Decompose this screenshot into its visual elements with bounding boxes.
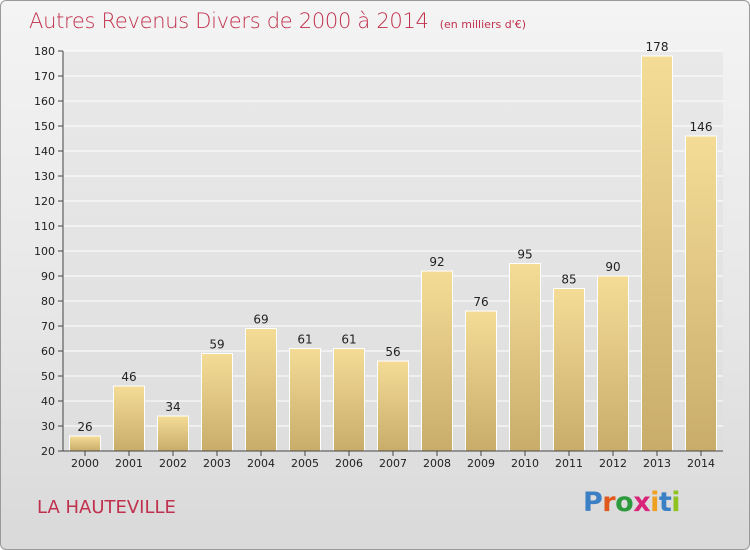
data-label-2007: 56 [385, 345, 400, 359]
bar-2001 [113, 385, 145, 452]
data-label-2003: 59 [209, 338, 224, 352]
x-tick-label-2010: 2010 [511, 457, 539, 470]
chart-title: Autres Revenus Divers de 2000 à 2014 [29, 9, 429, 33]
x-tick-label-2013: 2013 [643, 457, 671, 470]
y-tick-label: 140 [34, 145, 55, 158]
bar-2012 [597, 275, 629, 452]
y-tick-label: 80 [41, 295, 55, 308]
bar-2011 [553, 288, 585, 452]
x-tick-label-2005: 2005 [291, 457, 319, 470]
bar-2010 [509, 263, 541, 452]
logo-letter: P [583, 487, 603, 518]
bar-2014 [685, 135, 717, 452]
proxiti-logo[interactable]: Proxiti [583, 487, 681, 518]
data-label-2004: 69 [253, 313, 268, 327]
x-tick-label-2007: 2007 [379, 457, 407, 470]
x-tick-label-2002: 2002 [159, 457, 187, 470]
logo-letter: t [658, 487, 672, 518]
logo-letter: r [602, 487, 616, 518]
data-label-2001: 46 [121, 370, 136, 384]
y-tick-label: 160 [34, 95, 55, 108]
x-tick-label-2001: 2001 [115, 457, 143, 470]
x-tick-label-2000: 2000 [71, 457, 99, 470]
y-tick-label: 70 [41, 320, 55, 333]
y-tick-label: 30 [41, 420, 55, 433]
y-tick-label: 100 [34, 245, 55, 258]
y-tick-label: 40 [41, 395, 55, 408]
chart-subtitle: (en milliers d'€) [439, 18, 526, 31]
bar-2006 [333, 348, 365, 452]
x-tick-label-2008: 2008 [423, 457, 451, 470]
logo-letter: x [633, 487, 651, 518]
title-row: Autres Revenus Divers de 2000 à 2014 (en… [29, 9, 526, 33]
y-tick-label: 170 [34, 70, 55, 83]
y-axis: 20 30 40 50 60 70 80 90 100 110 120 130 140 150 160 170… [34, 45, 64, 458]
x-tick-label-2011: 2011 [555, 457, 583, 470]
logo-letter: o [615, 487, 634, 518]
data-label-2012: 90 [605, 260, 620, 274]
y-tick-label: 90 [41, 270, 55, 283]
logo-letter: i [671, 487, 681, 518]
data-label-2006: 61 [341, 333, 356, 347]
y-tick-label: 180 [34, 45, 55, 58]
bar-2008 [421, 270, 453, 452]
data-label-2002: 34 [165, 400, 180, 414]
data-label-2009: 76 [473, 295, 488, 309]
data-label-2000: 26 [77, 420, 92, 434]
bar-2005 [289, 348, 321, 452]
x-tick-label-2012: 2012 [599, 457, 627, 470]
x-axis: 2000 2001 2002 2003 2004 2005 2006 2007 2008 2009… [63, 450, 723, 470]
bar-2004 [245, 328, 277, 452]
y-tick-label: 130 [34, 170, 55, 183]
bars [69, 55, 717, 452]
data-labels: 26 46 34 59 69 61 61 56 92 76 95 85 90 178 146 [77, 40, 712, 434]
data-label-2005: 61 [297, 333, 312, 347]
data-label-2013: 178 [646, 40, 669, 54]
bar-2013 [641, 55, 673, 452]
y-tick-label: 50 [41, 370, 55, 383]
bar-2007 [377, 360, 409, 452]
data-label-2010: 95 [517, 248, 532, 262]
x-tick-label-2003: 2003 [203, 457, 231, 470]
data-label-2011: 85 [561, 273, 576, 287]
bar-2002 [157, 415, 189, 452]
y-tick-label: 60 [41, 345, 55, 358]
x-tick-label-2014: 2014 [687, 457, 715, 470]
bar-2003 [201, 353, 233, 452]
x-tick-label-2009: 2009 [467, 457, 495, 470]
x-tick-label-2006: 2006 [335, 457, 363, 470]
y-tick-label: 150 [34, 120, 55, 133]
logo-letter: i [650, 487, 659, 518]
y-tick-label: 110 [34, 220, 55, 233]
y-tick-label: 20 [41, 445, 55, 458]
bar-2000 [69, 435, 101, 452]
bar-2009 [465, 310, 497, 452]
data-label-2014: 146 [690, 120, 713, 134]
data-label-2008: 92 [429, 255, 444, 269]
town-name: LA HAUTEVILLE [37, 497, 176, 518]
y-tick-label: 120 [34, 195, 55, 208]
x-tick-label-2004: 2004 [247, 457, 275, 470]
